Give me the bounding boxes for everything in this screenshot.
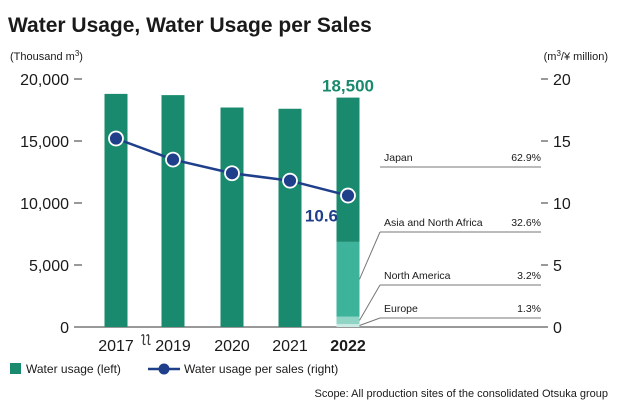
breakdown-share-label: 1.3%	[517, 303, 541, 315]
legend-line-marker	[158, 363, 170, 375]
x-tick-label-2019: 2019	[155, 338, 191, 355]
right-tick-label: 0	[553, 320, 562, 337]
x-tick-label-2022: 2022	[330, 338, 366, 355]
legend-bar-swatch	[10, 363, 21, 374]
legend: Water usage (left) Water usage per sales…	[10, 362, 338, 376]
left-tick-label: 5,000	[29, 258, 69, 275]
line-point-2017	[108, 130, 124, 147]
x-tick-label-2020: 2020	[214, 338, 250, 355]
legend-line-label: Water usage per sales (right)	[184, 362, 338, 376]
bar-2022-total-label: 18,500	[322, 77, 374, 96]
scope-footnote: Scope: All production sites of the conso…	[314, 388, 608, 400]
breakdown-region-label: Asia and North Africa	[384, 217, 483, 229]
bar-2022-segment	[336, 241, 360, 317]
line-2022-value-label: 10.6	[305, 207, 338, 226]
line-point-2019	[165, 151, 181, 168]
left-tick-label: 15,000	[20, 134, 69, 151]
bar-2022-segment	[336, 97, 360, 242]
right-axis-label: (m3/¥ million)	[544, 49, 608, 63]
x-tick-label-2017: 2017	[98, 338, 134, 355]
right-tick-label: 5	[553, 258, 562, 275]
breakdown-share-label: 3.2%	[517, 270, 541, 282]
breakdown-connector	[359, 284, 381, 321]
line-point-2022	[340, 187, 356, 204]
breakdown-connector	[359, 231, 381, 280]
left-axis-label: (Thousand m3)	[10, 49, 83, 63]
breakdown-share-label: 32.6%	[511, 217, 541, 229]
breakdown-share-label: 62.9%	[511, 152, 541, 164]
bar-2022-segment	[336, 324, 360, 327]
left-tick-label: 10,000	[20, 196, 69, 213]
bar-2020	[220, 107, 244, 328]
legend-bar-label: Water usage (left)	[26, 362, 121, 376]
breakdown-connector	[359, 317, 381, 326]
chart-title: Water Usage, Water Usage per Sales	[8, 14, 372, 37]
bar-2017	[104, 93, 128, 327]
line-point-2020	[224, 165, 240, 182]
axis-break-mark	[141, 334, 151, 346]
right-tick-label: 20	[553, 72, 571, 89]
breakdown-region-label: Japan	[384, 152, 413, 164]
right-tick-label: 10	[553, 196, 571, 213]
breakdown-region-label: Europe	[384, 303, 418, 315]
bar-2022-segment	[336, 316, 360, 325]
left-tick-label: 0	[60, 320, 69, 337]
right-tick-label: 15	[553, 134, 571, 151]
line-point-2021	[282, 172, 298, 189]
bar-2019	[161, 95, 185, 328]
left-tick-label: 20,000	[20, 72, 69, 89]
x-tick-label-2021: 2021	[272, 338, 308, 355]
bar-2021	[278, 108, 302, 327]
breakdown-region-label: North America	[384, 270, 451, 282]
